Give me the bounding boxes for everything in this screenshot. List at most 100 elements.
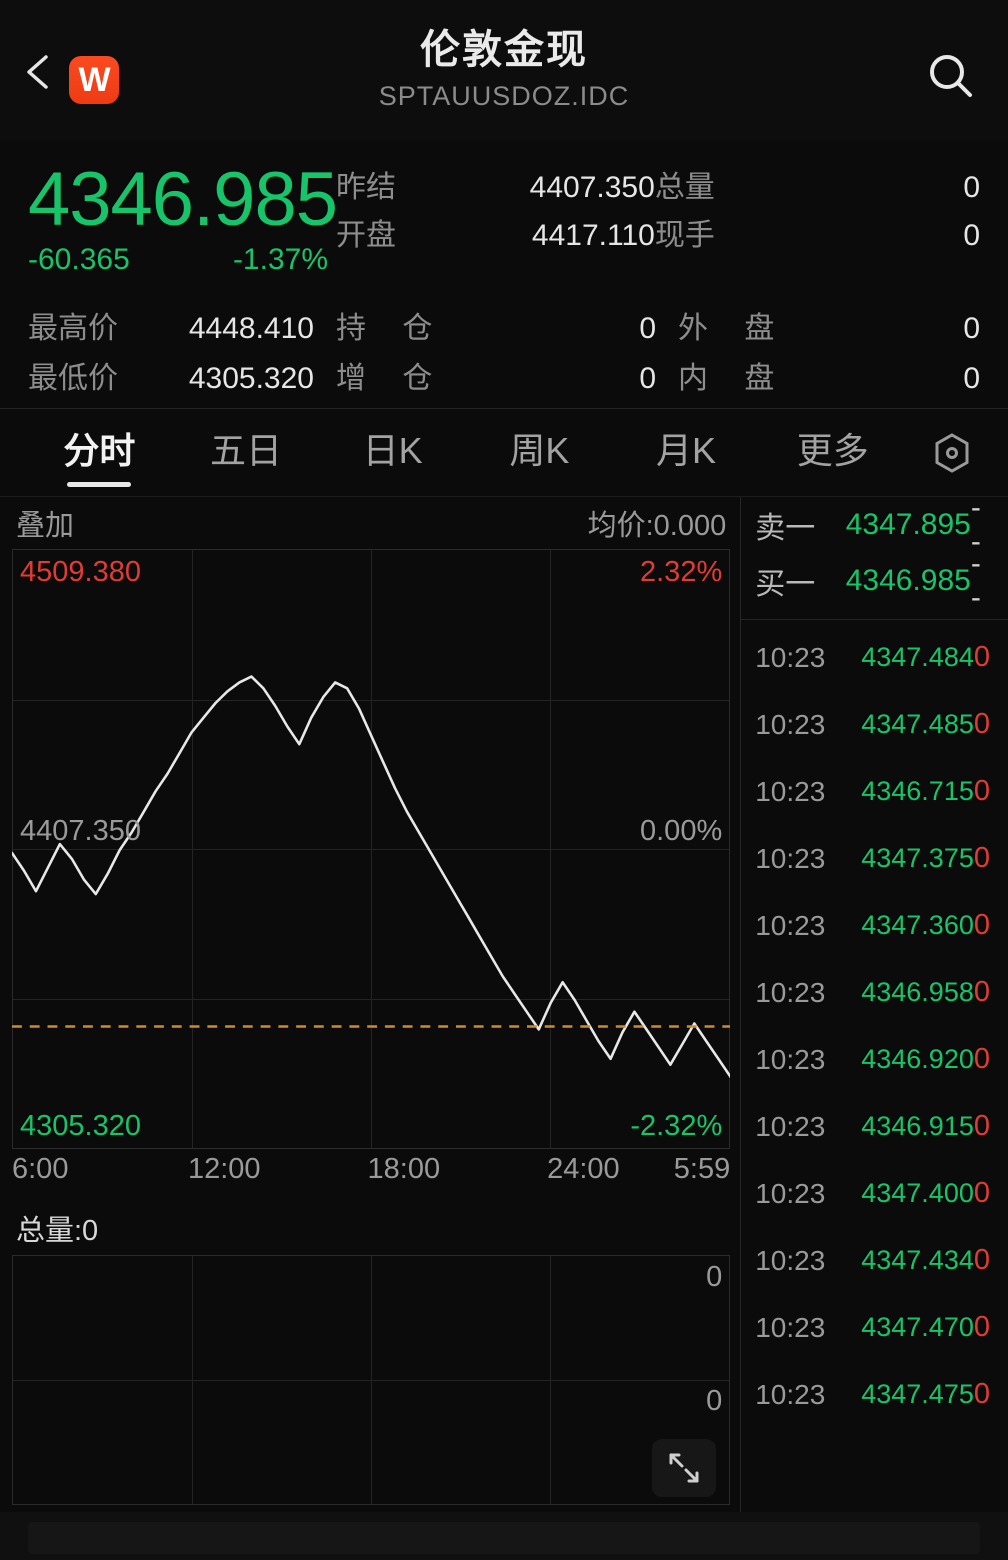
order-book-bid-row[interactable]: 买一 4346.985 -- (741, 547, 1008, 614)
chart-toolbar: 叠加 均价:0.000 (0, 497, 740, 549)
bid-label: 买一 (755, 568, 816, 601)
tick-list[interactable]: 10:23 4347.484 0 10:23 4347.485 0 10:23 4346.71… (741, 624, 1008, 1428)
stats-grid: 最高价 4448.410 持 仓 0 外 盘 0 最低价 4305.320 增 … (0, 300, 1008, 409)
tick-row[interactable]: 10:23 4346.920 0 (741, 1026, 1008, 1093)
ask-price: 4347.895 (845, 508, 971, 541)
quote-field-label: 昨结 (336, 171, 396, 204)
tick-time: 10:23 (755, 1110, 826, 1142)
volume-title: 总量:0 (16, 1215, 99, 1247)
tick-time: 10:23 (755, 708, 826, 740)
footer-placeholder (28, 1522, 980, 1554)
price-change-row: -60.365 -1.37% (28, 240, 328, 280)
tab-monthly-k[interactable]: 月K (656, 429, 717, 471)
price-change-pct: -1.37% (232, 243, 328, 276)
page-title: 伦敦金现 (420, 28, 588, 72)
app-logo-badge[interactable]: W (69, 56, 119, 104)
chart-grid (12, 549, 731, 1149)
stat-position-change: 增 仓 0 (336, 353, 678, 397)
ask-qty: -- (970, 491, 981, 558)
tick-price: 4346.958 (861, 977, 974, 1007)
back-button[interactable] (22, 52, 56, 92)
tick-price: 4346.715 (861, 776, 974, 806)
x-tick-3: 24:00 (547, 1153, 620, 1185)
hexagon-settings-icon[interactable] (906, 430, 998, 476)
chart-min-pct-label: -2.32% (630, 1110, 723, 1142)
quote-field-value: 4417.110 (531, 219, 655, 252)
order-book-ask-row[interactable]: 卖一 4347.895 -- (741, 491, 1008, 558)
tick-time: 10:23 (755, 1311, 826, 1343)
tick-row[interactable]: 10:23 4347.375 0 (741, 825, 1008, 892)
main-content: 叠加 均价:0.000 4509.380 2.32% (0, 491, 1008, 1545)
page-title-block: 伦敦金现 SPTAUUSDOZ.IDC (0, 22, 1008, 114)
chart-max-pct-label: 2.32% (640, 556, 723, 588)
volume-chart[interactable]: 0 0 (12, 1255, 731, 1505)
fullscreen-expand-icon[interactable] (652, 1439, 717, 1497)
tick-price: 4347.484 (861, 642, 974, 672)
stat-value: 0 (963, 362, 980, 395)
tick-volume: 0 (973, 976, 990, 1008)
tick-time: 10:23 (755, 1043, 826, 1075)
tick-row[interactable]: 10:23 4347.470 0 (741, 1294, 1008, 1361)
tick-volume: 0 (973, 641, 990, 673)
tick-row[interactable]: 10:23 4347.485 0 (741, 691, 1008, 758)
tick-row[interactable]: 10:23 4347.360 0 (741, 892, 1008, 959)
chart-min-price-label: 4305.320 (20, 1110, 141, 1142)
stats-row: 最低价 4305.320 增 仓 0 内 盘 0 (28, 350, 980, 400)
quote-summary: 4346.985 -60.365 -1.37% 昨结 4407.350 开盘 4… (0, 140, 1008, 300)
tick-price: 4347.485 (861, 709, 974, 739)
quote-field-col-1: 昨结 4407.350 开盘 4417.110 (336, 154, 655, 252)
tick-row[interactable]: 10:23 4346.715 0 (741, 758, 1008, 825)
tick-row[interactable]: 10:23 4347.434 0 (741, 1227, 1008, 1294)
tick-time: 10:23 (755, 641, 826, 673)
x-tick-0: 6:00 (12, 1153, 69, 1185)
quote-field-open: 开盘 4417.110 (336, 202, 655, 252)
tick-volume: 0 (973, 909, 990, 941)
stats-row: 最高价 4448.410 持 仓 0 外 盘 0 (28, 300, 980, 350)
tab-weekly-k[interactable]: 周K (509, 429, 570, 471)
tick-volume: 0 (973, 1043, 990, 1075)
tick-price: 4347.470 (861, 1312, 974, 1342)
quote-field-total-volume: 总量 0 (655, 154, 980, 204)
x-tick-2: 18:00 (367, 1153, 441, 1185)
price-chart[interactable]: 4509.380 2.32% 4407.350 0.00% 4305.320 -… (12, 549, 731, 1149)
tab-intraday[interactable]: 分时 (26, 409, 173, 497)
tick-row[interactable]: 10:23 4347.400 0 (741, 1160, 1008, 1227)
ask-label: 卖一 (755, 512, 816, 545)
stat-label: 内 盘 (678, 362, 789, 395)
tick-volume: 0 (973, 708, 990, 740)
overlay-button[interactable]: 叠加 (16, 510, 75, 542)
tab-five-day[interactable]: 五日 (210, 429, 283, 471)
tick-row[interactable]: 10:23 4347.484 0 (741, 624, 1008, 691)
quote-fields: 昨结 4407.350 开盘 4417.110 总量 0 现手 0 (336, 154, 980, 252)
search-icon[interactable] (922, 48, 980, 106)
tab-more[interactable]: 更多 (796, 429, 869, 471)
quote-field-current-volume: 现手 0 (655, 202, 980, 252)
quote-field-label: 总量 (654, 171, 715, 204)
order-book-and-ticks: 卖一 4347.895 -- 买一 4346.985 -- 10:23 4347.… (741, 491, 1008, 1545)
stat-label: 增 仓 (336, 362, 447, 395)
tick-volume: 0 (973, 1378, 990, 1410)
average-price-label: 均价:0.000 (587, 510, 727, 542)
tick-price: 4346.920 (861, 1044, 974, 1074)
x-tick-4: 5:59 (673, 1153, 731, 1185)
tick-row[interactable]: 10:23 4346.915 0 (741, 1093, 1008, 1160)
tick-time: 10:23 (755, 775, 826, 807)
tick-row[interactable]: 10:23 4346.958 0 (741, 959, 1008, 1026)
tick-price: 4347.475 (861, 1379, 974, 1409)
x-tick-1: 12:00 (187, 1153, 261, 1185)
tick-time: 10:23 (755, 1244, 826, 1276)
bid-price: 4346.985 (845, 564, 971, 597)
last-price: 4346.985 (28, 157, 338, 242)
volume-label-mid: 0 (706, 1385, 723, 1417)
tick-time: 10:23 (755, 909, 826, 941)
tab-daily-k[interactable]: 日K (362, 429, 423, 471)
tick-volume: 0 (973, 1244, 990, 1276)
stat-inner-volume: 内 盘 0 (678, 353, 980, 397)
tick-row[interactable]: 10:23 4347.475 0 (741, 1361, 1008, 1428)
tick-volume: 0 (973, 775, 990, 807)
chart-column: 叠加 均价:0.000 4509.380 2.32% (0, 497, 742, 1545)
stat-value: 4448.410 (188, 312, 314, 345)
stat-open-interest: 持 仓 0 (336, 303, 678, 347)
quote-field-label: 开盘 (336, 219, 396, 252)
quote-field-value: 0 (963, 219, 980, 252)
